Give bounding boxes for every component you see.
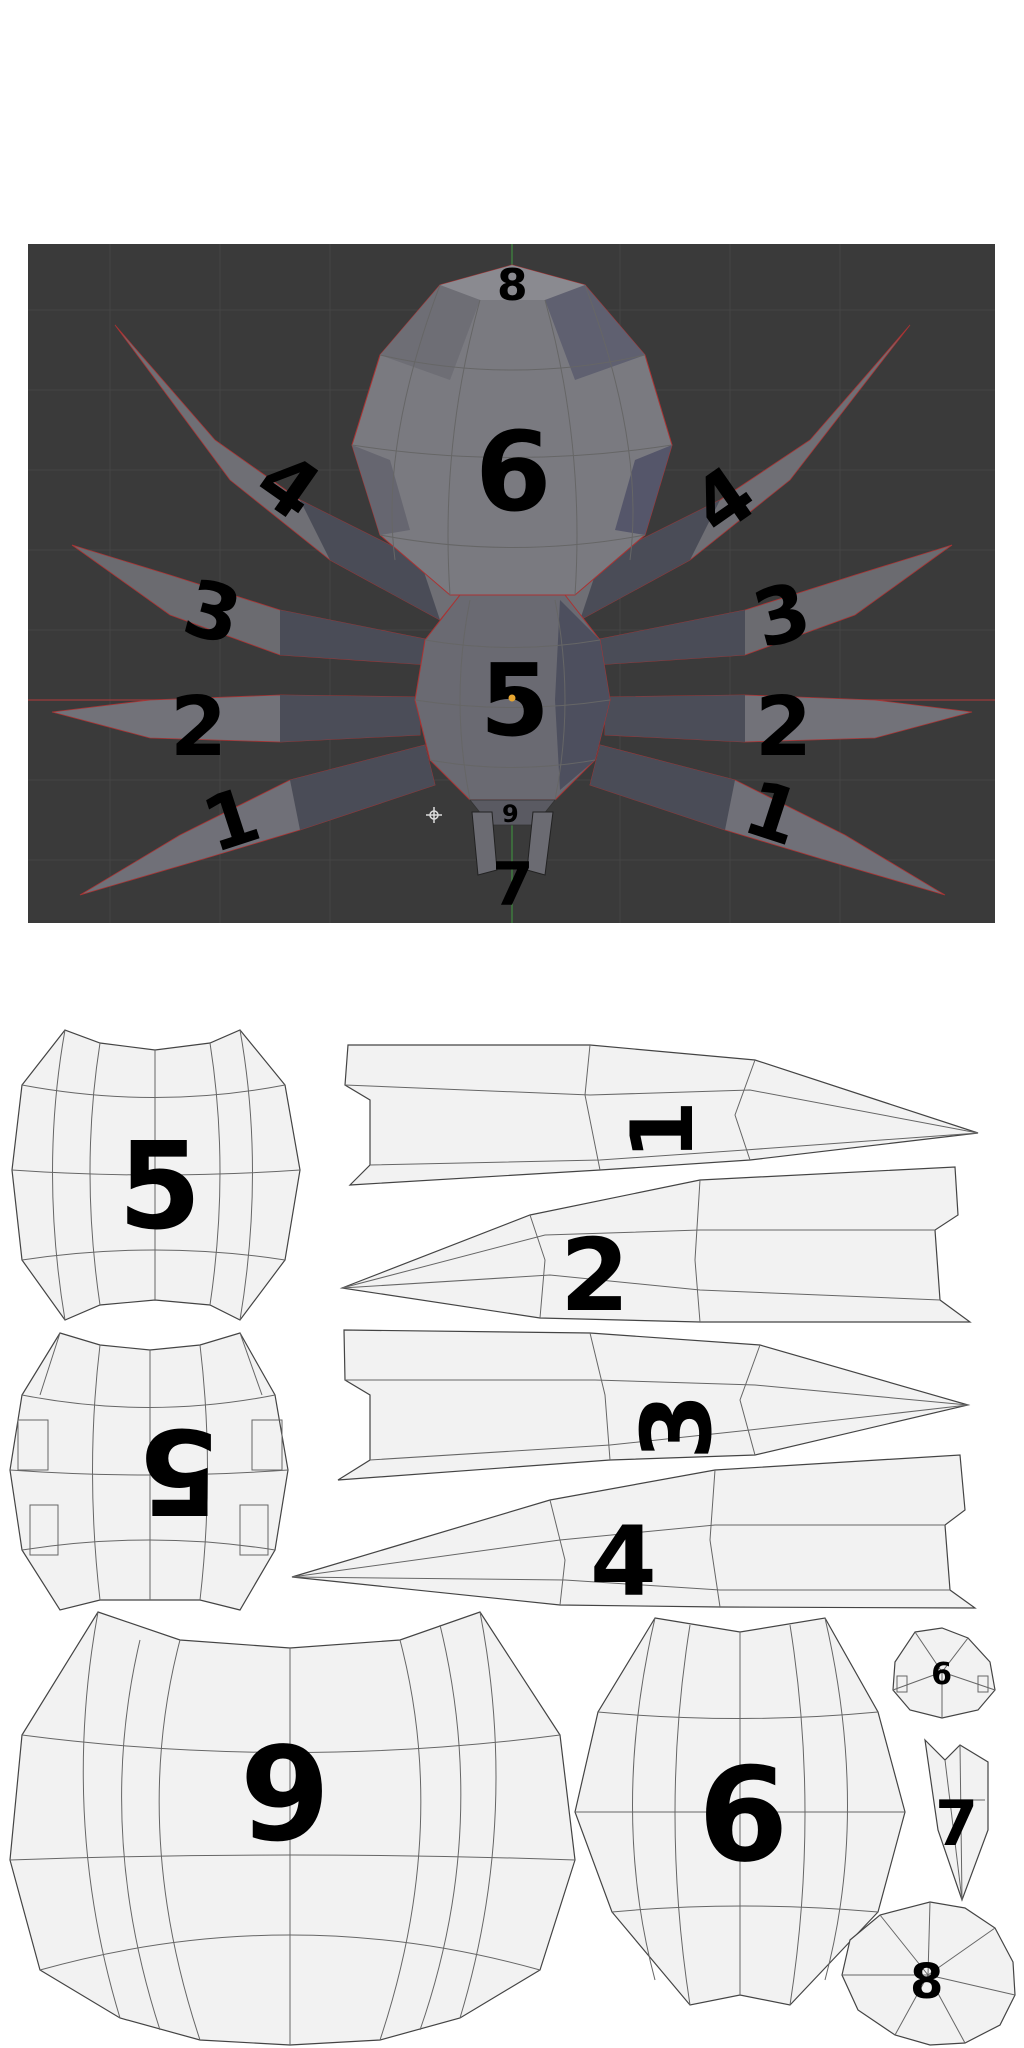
island-label: 3 — [621, 1393, 733, 1460]
leg-label: 2 — [170, 680, 227, 775]
island-label: 9 — [931, 1654, 952, 1689]
uv-island-leg-4: 4 — [291, 1454, 977, 1618]
3d-cursor-icon[interactable] — [426, 807, 442, 823]
part-label: 8 — [497, 260, 528, 311]
island-label: 2 — [560, 1217, 630, 1334]
part-label: 5 — [480, 642, 550, 759]
leg-label: 2 — [755, 680, 812, 775]
origin-dot — [508, 694, 516, 702]
uv-island-leg-3: 3 — [337, 1329, 971, 1481]
uv-island-top-cap: 8 — [841, 1901, 1016, 2046]
abdomen[interactable]: 6 — [351, 264, 673, 596]
island-label: 6 — [240, 1714, 330, 1866]
uv-island-leg-1: 1 — [344, 1044, 979, 1186]
part-label: 7 — [492, 850, 534, 920]
part-label: 9 — [502, 800, 519, 828]
island-label: 6 — [698, 1739, 788, 1891]
uv-island-leg-2: 2 — [339, 1166, 972, 1334]
island-label: 1 — [613, 1100, 713, 1160]
leg-1-left[interactable]: 1 — [79, 744, 436, 896]
uv-island-head: 9 — [892, 1627, 996, 1719]
island-label: 8 — [910, 1954, 943, 2010]
fang[interactable]: 7 — [471, 811, 554, 920]
island-label: 5 — [118, 1118, 202, 1257]
uv-island-thorax-back: 5 — [9, 1332, 289, 1611]
leg-1-right[interactable]: 1 — [589, 744, 946, 896]
thorax[interactable]: 5 — [414, 594, 611, 801]
uv-island-abdomen-mirrored: 6 — [9, 1611, 576, 2046]
island-label: 7 — [935, 1787, 978, 1860]
uv-layout: 5 5 — [9, 1029, 1016, 2046]
leg-2-right[interactable]: 2 — [604, 680, 973, 775]
uv-island-fang: 7 — [924, 1738, 989, 1902]
3d-viewport[interactable]: 4 3 2 1 4 3 2 — [28, 244, 995, 923]
island-label: 4 — [590, 1506, 657, 1618]
uv-island-thorax-front: 5 — [11, 1029, 301, 1321]
part-label: 6 — [475, 408, 552, 536]
uv-island-abdomen: 6 — [574, 1617, 906, 2006]
leg-2-left[interactable]: 2 — [51, 680, 421, 775]
island-label: 5 — [138, 1402, 220, 1540]
top-cap[interactable]: 8 — [497, 260, 528, 311]
